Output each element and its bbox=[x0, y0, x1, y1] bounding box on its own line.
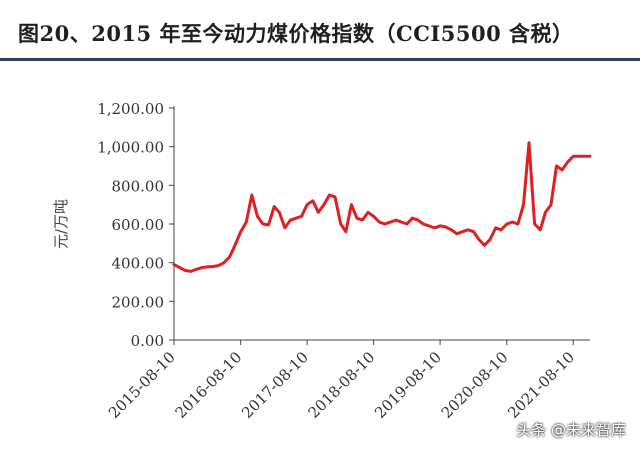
x-tick-label: 2021-08-10 bbox=[504, 348, 578, 422]
watermark: 头条 @未来智库 bbox=[516, 421, 626, 439]
x-tick-label: 2019-08-10 bbox=[371, 348, 445, 422]
y-axis-label: 元/万吨 bbox=[52, 199, 70, 249]
y-tick-label: 200.00 bbox=[112, 293, 165, 311]
title-underline bbox=[0, 58, 640, 61]
x-tick-label: 2017-08-10 bbox=[238, 348, 312, 422]
y-tick-label: 600.00 bbox=[112, 216, 165, 234]
y-tick-label: 1,000.00 bbox=[97, 139, 164, 157]
x-tick-label: 2016-08-10 bbox=[172, 348, 246, 422]
y-tick-label: 1,200.00 bbox=[97, 100, 164, 118]
y-tick-label: 400.00 bbox=[112, 255, 165, 273]
y-ticks: 0.00 200.00 400.00 600.00 800.00 1,000.00 1,20… bbox=[97, 100, 174, 350]
x-tick-label: 2020-08-10 bbox=[438, 348, 512, 422]
x-tick-label: 2015-08-10 bbox=[105, 348, 179, 422]
y-tick-label: 0.00 bbox=[131, 332, 164, 350]
chart-title: 图20、2015 年至今动力煤价格指数（CCI5500 含税） bbox=[18, 21, 574, 46]
series-line bbox=[172, 141, 592, 273]
x-ticks: 2015-08-102016-08-102017-08-102018-08-10… bbox=[105, 340, 578, 422]
x-tick-label: 2018-08-10 bbox=[305, 348, 379, 422]
y-tick-label: 800.00 bbox=[112, 177, 165, 195]
